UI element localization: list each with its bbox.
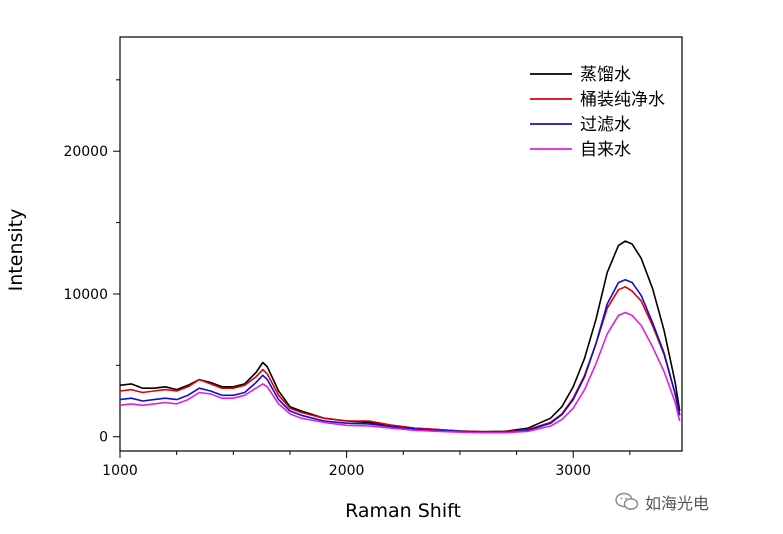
series-line-3: [119, 278, 681, 434]
series-line-1: [119, 240, 681, 433]
series-lines: [119, 240, 681, 434]
x-tick-label: 1000: [102, 463, 138, 479]
wechat-icon: [615, 492, 639, 510]
tick-labels: 1000 2000 3000 0 10000 20000: [63, 144, 591, 479]
y-tick-label: 0: [99, 430, 108, 446]
legend-label: 蒸馏水: [580, 65, 631, 85]
x-tick-label: 3000: [555, 463, 591, 479]
x-tick-label: 2000: [329, 463, 365, 479]
y-axis-title: Intensity: [5, 209, 27, 292]
legend-label: 过滤水: [580, 115, 631, 135]
x-axis-title: Raman Shift: [345, 500, 461, 522]
watermark-text: 如海光电: [645, 494, 710, 513]
plot-frame: [119, 36, 683, 452]
y-tick-label: 10000: [63, 287, 108, 303]
series-line-2: [119, 285, 681, 433]
legend-label: 桶装纯净水: [580, 90, 665, 110]
axis-ticks: [113, 79, 631, 458]
legend-label: 自来水: [580, 140, 631, 160]
y-tick-label: 20000: [63, 144, 108, 160]
series-line-4: [119, 311, 681, 434]
watermark: 如海光电: [615, 490, 709, 514]
